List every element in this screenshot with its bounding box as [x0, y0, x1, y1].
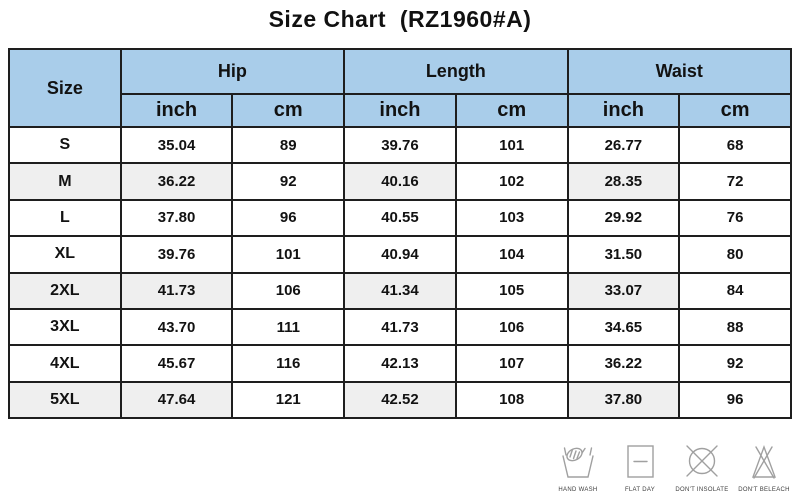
- hip-inch-header: inch: [119, 93, 234, 128]
- hip-inch-cell: 45.67: [119, 344, 234, 383]
- size-chart-table: Size Hip Length Waist inch cm inch cm in…: [8, 48, 793, 420]
- waist-cm-cell: 76: [678, 198, 792, 238]
- care-label: HAND WASH: [558, 487, 598, 493]
- flat-day-icon: [627, 445, 654, 478]
- waist-inch-header: inch: [566, 93, 681, 128]
- waist-inch-cell: 33.07: [566, 271, 681, 310]
- hip-inch-cell: 39.76: [119, 235, 234, 274]
- hip-group-header: Hip: [119, 48, 346, 95]
- size-cell: 4XL: [8, 344, 122, 383]
- waist-group-header: Waist: [566, 48, 793, 95]
- care-item-dont-beleach: DON'T BELEACH: [733, 442, 795, 493]
- waist-inch-cell: 36.22: [566, 344, 681, 383]
- hip-cm-cell: 101: [231, 235, 346, 274]
- dont-beleach-icon: [751, 444, 777, 479]
- length-cm-cell: 103: [454, 198, 569, 238]
- hip-cm-cell: 111: [231, 307, 346, 347]
- length-inch-cell: 42.52: [343, 380, 457, 420]
- size-cell: 2XL: [8, 271, 122, 310]
- length-cm-cell: 102: [454, 162, 569, 201]
- waist-cm-cell: 88: [678, 307, 792, 347]
- waist-cm-cell: 96: [678, 380, 792, 420]
- size-cell: 3XL: [8, 307, 122, 347]
- table-row: S 35.04 89 39.76 101 26.77 68: [8, 125, 792, 165]
- length-cm-cell: 104: [454, 235, 569, 274]
- care-icons: HAND WASH FLAT DAY DON'T INSOLATE D: [547, 442, 795, 493]
- length-cm-header: cm: [454, 93, 569, 128]
- table-row: 5XL 47.64 121 42.52 108 37.80 96: [8, 380, 792, 420]
- table-row: 4XL 45.67 116 42.13 107 36.22 92: [8, 344, 792, 383]
- waist-cm-cell: 72: [678, 162, 792, 201]
- care-item-hand-wash: HAND WASH: [547, 442, 609, 493]
- length-inch-cell: 40.94: [343, 235, 457, 274]
- table-body: S 35.04 89 39.76 101 26.77 68 M 36.22 92 40.16 102 2…: [8, 125, 792, 420]
- length-cm-cell: 105: [454, 271, 569, 310]
- size-cell: M: [8, 162, 122, 201]
- hip-inch-cell: 43.70: [119, 307, 234, 347]
- care-item-dont-insolate: DON'T INSOLATE: [671, 442, 733, 493]
- care-label: DON'T BELEACH: [738, 487, 790, 493]
- size-cell: XL: [8, 235, 122, 274]
- hip-cm-cell: 92: [231, 162, 346, 201]
- hip-inch-cell: 37.80: [119, 198, 234, 238]
- waist-cm-cell: 68: [678, 125, 792, 165]
- table-row: XL 39.76 101 40.94 104 31.50 80: [8, 235, 792, 274]
- waist-cm-header: cm: [678, 93, 792, 128]
- size-column-header: Size: [8, 48, 122, 128]
- page-title: Size Chart (RZ1960#A): [268, 6, 532, 32]
- waist-inch-cell: 34.65: [566, 307, 681, 347]
- dont-insolate-icon: [686, 445, 718, 477]
- hip-cm-header: cm: [231, 93, 346, 128]
- waist-inch-cell: 26.77: [566, 125, 681, 165]
- length-cm-cell: 106: [454, 307, 569, 347]
- waist-cm-cell: 84: [678, 271, 792, 310]
- waist-inch-cell: 37.80: [566, 380, 681, 420]
- group-header-row: Size Hip Length Waist: [8, 48, 793, 128]
- waist-cm-cell: 92: [678, 344, 792, 383]
- length-cm-cell: 107: [454, 344, 569, 383]
- length-inch-cell: 42.13: [343, 344, 457, 383]
- length-inch-cell: 39.76: [343, 125, 457, 165]
- table-header: Size Hip Length Waist inch cm inch cm in…: [8, 48, 793, 128]
- length-cm-cell: 108: [454, 380, 569, 420]
- unit-header-row: inch cm inch cm inch cm: [9, 93, 792, 128]
- hip-cm-cell: 121: [231, 380, 346, 420]
- hip-inch-cell: 41.73: [119, 271, 234, 310]
- hip-cm-cell: 106: [231, 271, 346, 310]
- length-group-header: Length: [343, 48, 569, 95]
- hand-wash-icon: [562, 447, 594, 478]
- waist-cm-cell: 80: [678, 235, 792, 274]
- hip-inch-cell: 47.64: [119, 380, 234, 420]
- length-inch-cell: 40.55: [343, 198, 457, 238]
- care-label: FLAT DAY: [624, 487, 656, 493]
- length-cm-cell: 101: [454, 125, 569, 165]
- waist-inch-cell: 28.35: [566, 162, 681, 201]
- size-cell: S: [8, 125, 122, 165]
- hip-cm-cell: 116: [231, 344, 346, 383]
- hip-inch-cell: 36.22: [119, 162, 234, 201]
- care-item-flat-day: FLAT DAY: [609, 442, 671, 493]
- table-row: 2XL 41.73 106 41.34 105 33.07 84: [8, 271, 792, 310]
- hip-cm-cell: 89: [231, 125, 346, 165]
- size-cell: 5XL: [8, 380, 122, 420]
- length-inch-header: inch: [343, 93, 457, 128]
- hip-inch-cell: 35.04: [119, 125, 234, 165]
- length-inch-cell: 41.73: [343, 307, 457, 347]
- length-inch-cell: 40.16: [343, 162, 457, 201]
- size-cell: L: [8, 198, 122, 238]
- hip-cm-cell: 96: [231, 198, 346, 238]
- table-row: 3XL 43.70 111 41.73 106 34.65 88: [8, 307, 792, 347]
- waist-inch-cell: 29.92: [566, 198, 681, 238]
- table-row: M 36.22 92 40.16 102 28.35 72: [8, 162, 792, 201]
- care-label: DON'T INSOLATE: [675, 487, 729, 493]
- length-inch-cell: 41.34: [343, 271, 457, 310]
- waist-inch-cell: 31.50: [566, 235, 681, 274]
- table-row: L 37.80 96 40.55 103 29.92 76: [8, 198, 792, 238]
